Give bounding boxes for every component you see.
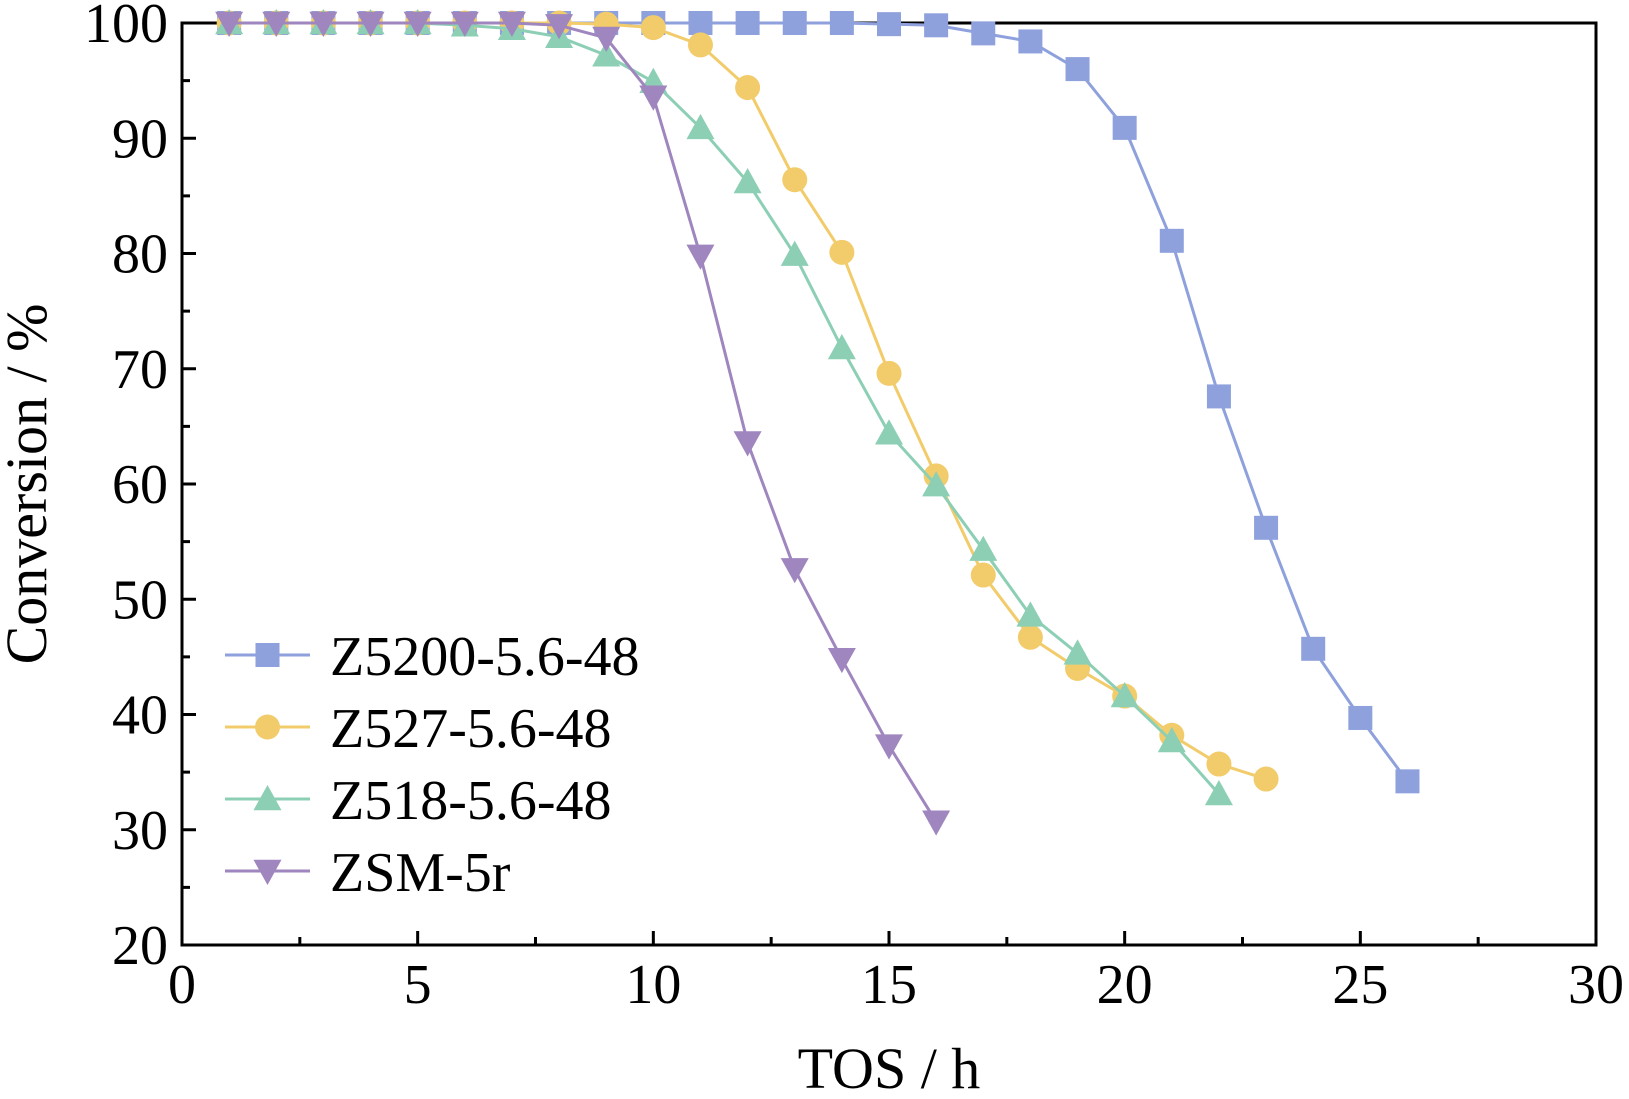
- y-tick-label: 40: [112, 685, 168, 747]
- data-point-circle: [255, 714, 280, 740]
- data-point-triangle-down: [356, 11, 385, 38]
- data-point-triangle-up: [253, 785, 282, 811]
- data-point-triangle-up: [686, 113, 715, 140]
- data-point-triangle-up: [922, 471, 951, 497]
- data-point-circle: [876, 360, 902, 386]
- data-point-square: [829, 11, 854, 35]
- legend-item: ZSM-5r: [225, 842, 511, 904]
- data-point-square: [1065, 57, 1090, 82]
- data-point-circle: [829, 239, 855, 265]
- legend-label: Z5200-5.6-48: [330, 626, 640, 688]
- legend-label: Z527-5.6-48: [330, 698, 612, 760]
- data-point-triangle-up: [1157, 727, 1186, 753]
- x-tick-label: 0: [168, 954, 196, 1016]
- data-point-square: [1395, 769, 1420, 794]
- data-point-triangle-down: [639, 85, 668, 111]
- data-point-triangle-down: [922, 810, 951, 836]
- data-point-square: [1254, 515, 1279, 540]
- data-point-triangle-down: [827, 647, 856, 674]
- data-point-triangle-up: [733, 168, 762, 194]
- legend-item: Z518-5.6-48: [225, 770, 612, 832]
- y-tick-label: 30: [112, 800, 168, 862]
- y-tick-label: 70: [112, 339, 168, 401]
- data-point-triangle-down: [262, 11, 291, 38]
- data-point-square: [1348, 705, 1373, 730]
- data-point-triangle-up: [1204, 780, 1233, 806]
- data-point-triangle-down: [215, 11, 244, 38]
- axis-ticks: [180, 21, 1598, 947]
- legend-item: Z527-5.6-48: [225, 698, 612, 760]
- data-point-triangle-down: [545, 14, 574, 40]
- data-point-triangle-up: [969, 535, 998, 561]
- data-point-square: [1301, 636, 1326, 661]
- data-point-triangle-up: [592, 41, 621, 67]
- data-point-circle: [970, 562, 996, 588]
- data-point-triangle-down: [780, 558, 809, 584]
- data-point-triangle-down: [403, 11, 432, 38]
- tick-labels: 0 5 10 15 20 25 30 20 30 40 50 60 70 80 90 100: [84, 0, 1624, 1016]
- data-point-square: [971, 21, 996, 46]
- data-point-triangle-up: [1110, 682, 1139, 708]
- legend: Z5200-5.6-48 Z527-5.6-48 Z518-5.6-48 ZSM-5r: [225, 626, 640, 904]
- data-point-square: [924, 13, 949, 38]
- data-point-triangle-up: [780, 240, 809, 266]
- legend-item: Z5200-5.6-48: [225, 626, 640, 688]
- y-tick-label: 90: [112, 108, 168, 170]
- data-point-circle: [1017, 624, 1043, 650]
- y-axis-title: Conversion / %: [0, 304, 59, 665]
- data-point-square: [688, 11, 713, 35]
- data-point-triangle-up: [1063, 639, 1092, 665]
- data-point-triangle-down: [592, 26, 621, 52]
- x-tick-label: 20: [1097, 954, 1153, 1016]
- y-tick-label: 80: [112, 224, 168, 286]
- y-tick-label: 20: [112, 915, 168, 977]
- series-layer: [215, 9, 1420, 836]
- data-point-square: [1018, 29, 1043, 54]
- legend-label: ZSM-5r: [330, 842, 511, 904]
- x-tick-label: 10: [625, 954, 681, 1016]
- data-point-square: [735, 11, 760, 35]
- data-point-square: [782, 11, 807, 35]
- data-point-triangle-down: [253, 859, 282, 885]
- data-point-triangle-down: [309, 11, 338, 38]
- data-point-triangle-down: [733, 431, 762, 457]
- x-tick-label: 30: [1568, 954, 1624, 1016]
- legend-label: Z518-5.6-48: [330, 770, 612, 832]
- y-tick-label: 50: [112, 569, 168, 631]
- data-point-circle: [1253, 766, 1279, 792]
- data-point-square: [1159, 228, 1184, 253]
- data-point-circle: [782, 167, 808, 193]
- data-point-square: [1206, 384, 1231, 409]
- y-tick-label: 100: [84, 0, 168, 55]
- data-point-circle: [735, 75, 761, 101]
- x-tick-label: 5: [404, 954, 432, 1016]
- data-point-square: [1112, 115, 1137, 140]
- data-point-triangle-down: [686, 244, 715, 270]
- x-tick-label: 25: [1332, 954, 1388, 1016]
- data-point-square: [877, 12, 901, 37]
- data-point-square: [255, 643, 280, 667]
- series-4: [215, 11, 951, 836]
- x-tick-label: 15: [861, 954, 917, 1016]
- data-point-triangle-up: [875, 419, 903, 445]
- y-tick-label: 60: [112, 454, 168, 516]
- x-axis-title: TOS / h: [798, 1036, 981, 1099]
- data-point-triangle-up: [827, 334, 856, 360]
- data-point-circle: [1206, 751, 1232, 777]
- data-point-triangle-down: [450, 11, 479, 38]
- data-point-triangle-down: [875, 734, 903, 760]
- series-line: [229, 21, 938, 823]
- data-point-triangle-down: [497, 11, 526, 38]
- data-point-circle: [640, 15, 666, 41]
- data-point-triangle-up: [1016, 601, 1045, 627]
- data-point-circle: [687, 32, 713, 58]
